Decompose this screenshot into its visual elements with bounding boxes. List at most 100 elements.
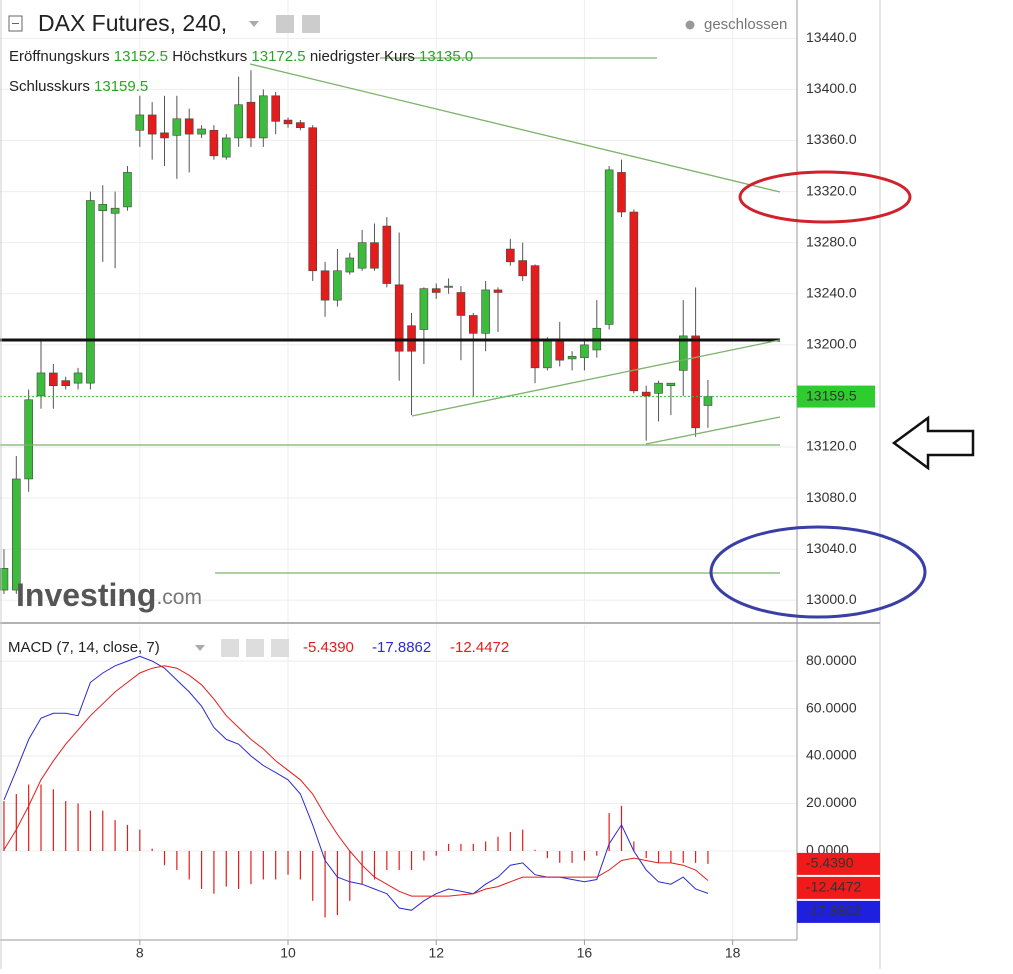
status-dot: [685, 20, 695, 30]
histogram-bar: [163, 850, 166, 866]
dropdown-icon[interactable]: [195, 645, 205, 651]
candle-body: [394, 284, 404, 352]
histogram-bar: [497, 836, 499, 851]
histogram-bar: [287, 850, 289, 875]
candle-body: [357, 242, 367, 269]
last-value-box: [797, 900, 880, 923]
candle-body: [703, 396, 713, 406]
candle-body: [382, 225, 392, 284]
histogram-bar: [349, 850, 351, 901]
histogram-bar: [213, 850, 215, 894]
settings-icon[interactable]: [246, 639, 264, 657]
settings-icon[interactable]: [276, 15, 294, 33]
candle-body: [160, 132, 169, 139]
indicator-value: -12.4472: [450, 639, 509, 656]
histogram-bar: [139, 829, 141, 851]
candle-body: [431, 288, 441, 293]
candle-body: [580, 344, 589, 358]
last-price-box: [797, 385, 875, 408]
y-tick-label: 13080.0: [806, 489, 857, 505]
candle-body: [184, 118, 194, 135]
histogram-bar: [485, 841, 487, 851]
x-tick-label: 8: [136, 945, 144, 961]
candle-body: [73, 372, 83, 384]
trend-line: [411, 339, 781, 417]
legend-label: niedrigster Kurs: [310, 48, 415, 65]
grid: [0, 0, 797, 940]
histogram-bar: [3, 801, 5, 851]
last-value-label: -17.8862: [806, 903, 861, 919]
axes: 13000.013040.013080.013120.013160.013200…: [136, 29, 880, 961]
candle-body: [98, 204, 108, 212]
candle-body: [234, 104, 243, 139]
histogram-bar: [472, 843, 474, 851]
candle-body: [567, 356, 577, 360]
histogram-bar: [596, 850, 598, 856]
histogram-bar: [312, 850, 314, 901]
histogram-bar: [522, 829, 524, 851]
candle-body: [641, 391, 651, 397]
histogram-bar: [386, 850, 388, 870]
dropdown-icon[interactable]: [249, 21, 259, 27]
x-tick-label: 10: [280, 945, 296, 961]
histogram-bar: [373, 850, 376, 880]
marks: [0, 70, 797, 918]
histogram-bar: [52, 789, 54, 851]
histogram-bar: [620, 805, 623, 851]
legend-value: 13159.5: [94, 78, 148, 95]
x-tick-label: 16: [577, 945, 593, 961]
candle-body: [246, 101, 256, 139]
legend-value: 13135.0: [419, 48, 473, 65]
legend-label: Höchstkurs: [172, 48, 247, 65]
histogram-bar: [398, 850, 400, 870]
candle-body: [345, 257, 355, 273]
y-tick-label: 13040.0: [806, 540, 857, 556]
candle-body: [518, 260, 527, 277]
candle-body: [543, 339, 552, 369]
histogram-bar: [262, 850, 264, 880]
histogram-bar: [361, 850, 363, 885]
legend-label: Schlusskurs: [9, 78, 90, 95]
candle-body: [283, 119, 293, 125]
candle-body: [12, 478, 21, 591]
candle-body: [49, 372, 58, 387]
histogram-bar: [423, 850, 425, 861]
close-icon[interactable]: [271, 639, 289, 657]
histogram-bar: [633, 841, 635, 851]
candle-body: [506, 248, 515, 263]
candle-body: [110, 207, 120, 214]
settings-icon[interactable]: [221, 639, 239, 657]
trend-line: [645, 416, 781, 445]
histogram-bar: [546, 850, 548, 859]
collapse-icon[interactable]: [8, 15, 23, 32]
candle-body: [0, 568, 9, 591]
indicator-values: -5.4390 -17.8862 -12.4472: [303, 639, 509, 656]
y-tick-label: 20.0000: [806, 794, 857, 810]
histogram-bar: [410, 850, 413, 870]
histogram-bar: [126, 824, 129, 851]
candle-body: [209, 129, 219, 157]
indicator-value: -17.8862: [372, 639, 431, 656]
candle-body: [555, 339, 565, 361]
series-line: [3, 665, 709, 897]
candle-body: [468, 315, 478, 334]
histogram-bar: [509, 831, 511, 851]
last-value-label: -12.4472: [806, 879, 861, 895]
ohlc-legend: Eröffnungskurs 13152.5 Höchstkurs 13172.…: [9, 48, 473, 65]
histogram-bar: [694, 850, 697, 863]
histogram-bar: [250, 850, 252, 885]
histogram-bar: [460, 843, 462, 851]
histogram-bar: [608, 813, 610, 851]
legend-label: Eröffnungskurs: [9, 48, 110, 65]
candle-body: [259, 95, 268, 139]
candle-body: [456, 292, 466, 316]
histogram-bar: [65, 801, 67, 851]
y-tick-label: 60.0000: [806, 699, 857, 715]
settings-icon[interactable]: [302, 15, 320, 33]
histogram-bar: [559, 850, 561, 863]
histogram-bar: [583, 850, 586, 861]
candle-body: [419, 288, 429, 330]
candle-body: [604, 169, 614, 325]
y-tick-label: 13240.0: [806, 284, 857, 300]
candle-body: [678, 335, 688, 371]
